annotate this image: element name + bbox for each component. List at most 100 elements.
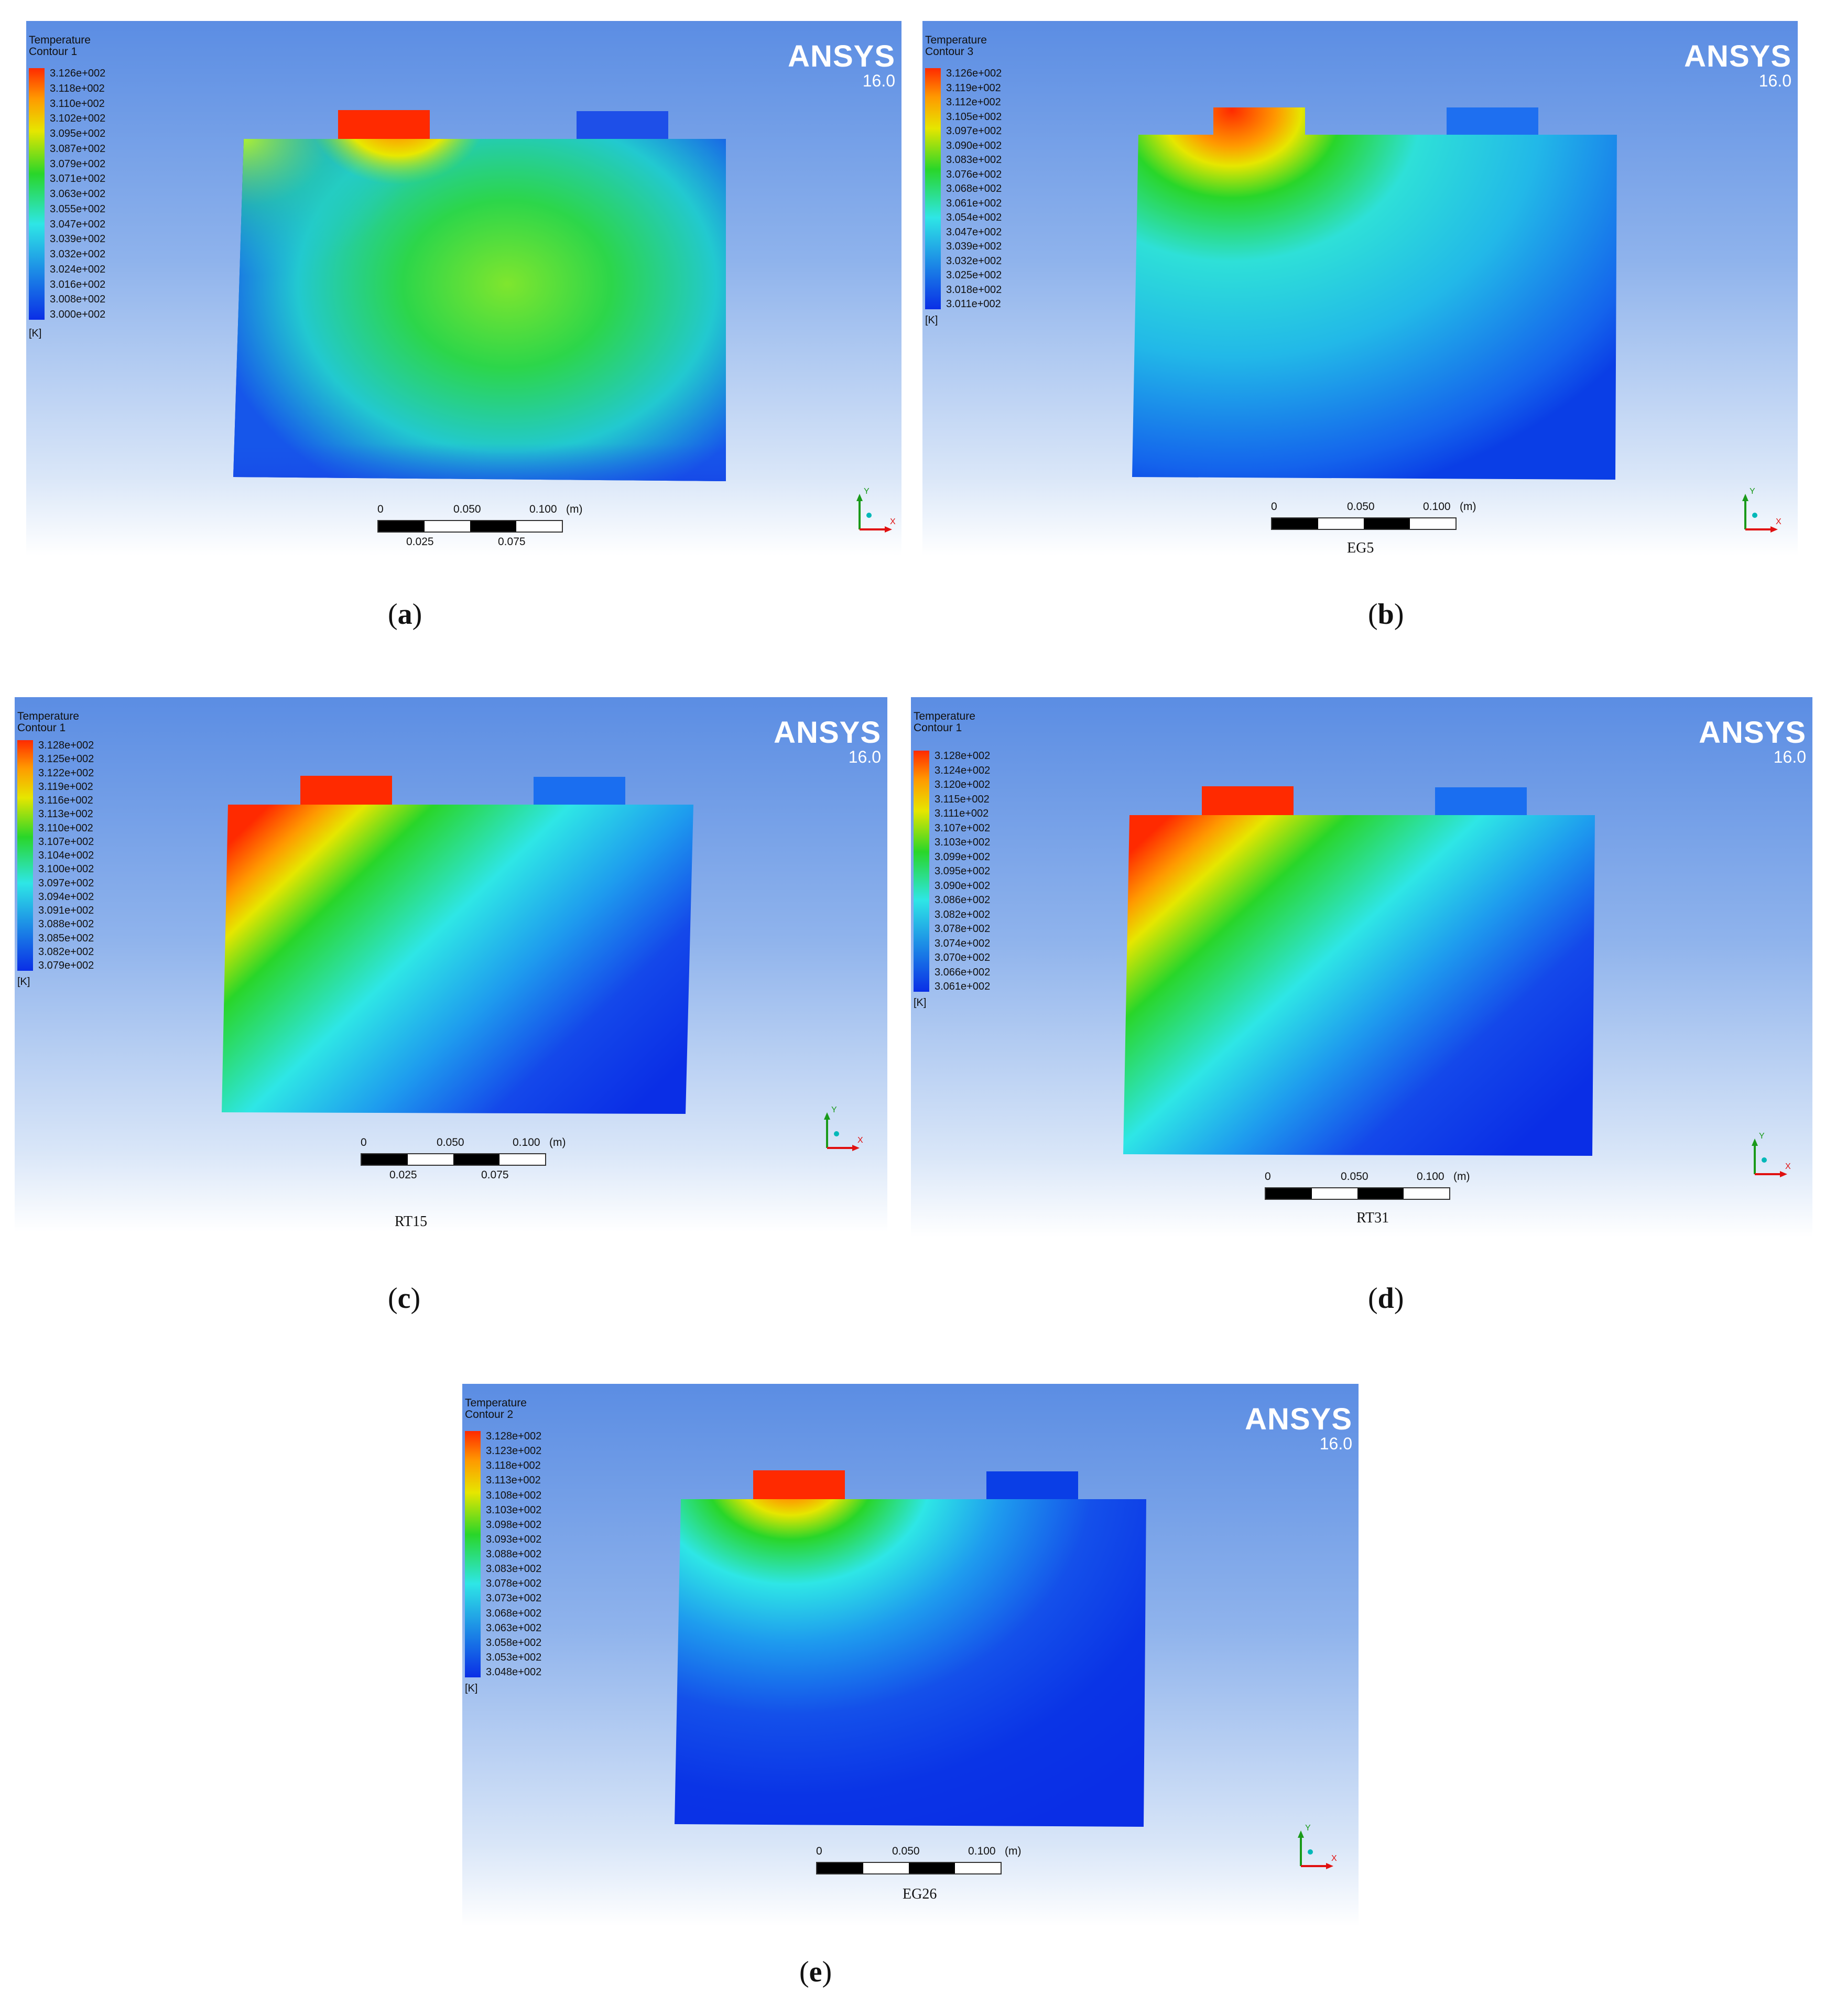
brand-version: 16.0 xyxy=(848,747,881,766)
legend-value: 3.094e+002 xyxy=(38,891,94,903)
legend-value: 3.068e+002 xyxy=(946,183,1002,194)
scale-segment xyxy=(817,1863,863,1873)
legend-value: 3.061e+002 xyxy=(935,981,991,992)
scale-bar: 0 0.050 0.100 (m) 0.025 0.075 xyxy=(377,503,582,556)
scale-bar: 0 0.050 0.100 (m) xyxy=(816,1845,1021,1898)
legend-title: Temperature Contour 1 xyxy=(29,34,91,58)
legend-value: 3.039e+002 xyxy=(946,241,1002,252)
legend-value: 3.053e+002 xyxy=(486,1651,542,1663)
legend-value: 3.126e+002 xyxy=(50,68,106,79)
caption-letter: e xyxy=(809,1956,822,1988)
legend-value: 3.128e+002 xyxy=(486,1430,542,1442)
legend-value: 3.024e+002 xyxy=(50,263,106,275)
material-label: RT15 xyxy=(395,1213,428,1230)
legend-value: 3.111e+002 xyxy=(935,808,989,819)
legend-value: 3.113e+002 xyxy=(38,808,93,820)
temperature-field xyxy=(1123,786,1595,1156)
caption-letter: a xyxy=(397,598,412,631)
legend-value: 3.025e+002 xyxy=(946,269,1002,281)
legend-value: 3.068e+002 xyxy=(486,1607,542,1619)
legend-unit: [K] xyxy=(29,328,42,339)
ansys-logo: ANSYS 16.0 xyxy=(1699,716,1806,766)
axis-x-label: X xyxy=(857,1136,863,1145)
legend-value: 3.055e+002 xyxy=(50,203,106,215)
ansys-logo: ANSYS 16.0 xyxy=(788,39,895,90)
legend-value: 3.095e+002 xyxy=(935,865,991,877)
axis-triad: Y X xyxy=(1742,487,1781,533)
legend-value: 3.098e+002 xyxy=(486,1519,542,1531)
brand-name: ANSYS xyxy=(1245,1402,1352,1436)
axis-x-label: X xyxy=(1776,517,1781,526)
legend-value: 3.097e+002 xyxy=(38,877,94,889)
legend-value: 3.047e+002 xyxy=(946,226,1002,238)
scale-label: 0.100 xyxy=(1423,501,1451,513)
scale-label: 0.025 xyxy=(406,536,434,548)
legend-title: Temperature Contour 3 xyxy=(925,34,987,58)
legend-value: 3.118e+002 xyxy=(50,82,105,94)
legend-title: Temperature Contour 1 xyxy=(914,710,975,734)
color-legend-bar xyxy=(914,751,929,992)
legend-unit: [K] xyxy=(17,976,30,988)
scale-label: 0.050 xyxy=(892,1845,920,1857)
panel-b: Temperature Contour 3 3.126e+002 3.119e+… xyxy=(922,21,1798,556)
scale-bar: 0 0.050 0.100 (m) xyxy=(1271,501,1476,553)
temperature-field xyxy=(675,1470,1146,1827)
legend-unit: [K] xyxy=(914,997,927,1009)
legend-value: 3.097e+002 xyxy=(946,125,1002,137)
legend-value: 3.079e+002 xyxy=(38,960,94,971)
scale-unit: (m) xyxy=(1005,1845,1022,1857)
legend-value: 3.054e+002 xyxy=(946,212,1002,223)
scale-label: 0.050 xyxy=(453,503,481,515)
legend-unit: [K] xyxy=(925,315,938,326)
brand-name: ANSYS xyxy=(788,39,895,73)
legend-value: 3.102e+002 xyxy=(50,113,106,125)
panel-d: Temperature Contour 1 3.128e+002 3.124e+… xyxy=(911,697,1812,1237)
legend-value: 3.107e+002 xyxy=(935,822,991,834)
legend-value: 3.083e+002 xyxy=(486,1563,542,1575)
brand-name: ANSYS xyxy=(1699,716,1806,750)
color-legend-bar xyxy=(465,1431,481,1677)
legend-value: 3.000e+002 xyxy=(50,309,106,320)
legend-value: 3.016e+002 xyxy=(50,278,106,290)
axis-y-label: Y xyxy=(1750,487,1755,496)
temperature-field xyxy=(222,776,693,1114)
scale-segment xyxy=(1364,518,1410,529)
axis-x-label: X xyxy=(1331,1854,1337,1863)
legend-unit: [K] xyxy=(465,1683,478,1694)
axis-triad: Y X xyxy=(1752,1132,1791,1177)
axis-y-label: Y xyxy=(1759,1132,1765,1141)
caption-b: (b) xyxy=(1368,598,1404,631)
material-label: EG5 xyxy=(1347,540,1374,556)
legend-value: 3.100e+002 xyxy=(38,863,94,875)
legend-value: 3.011e+002 xyxy=(946,298,1001,310)
temperature-field xyxy=(1132,107,1617,480)
legend-value: 3.063e+002 xyxy=(486,1622,542,1634)
scale-label: 0.100 xyxy=(513,1136,540,1148)
legend-value: 3.104e+002 xyxy=(38,850,94,861)
scale-bar-graphic xyxy=(1265,1187,1450,1200)
legend-value: 3.119e+002 xyxy=(38,781,93,793)
scale-label: 0.050 xyxy=(437,1136,464,1148)
scale-label: 0 xyxy=(377,503,384,515)
scale-unit: (m) xyxy=(1460,501,1476,513)
legend-value: 3.088e+002 xyxy=(486,1548,542,1560)
scale-bar: 0 0.050 0.100 (m) 0.025 0.075 xyxy=(361,1136,566,1189)
caption-d: (d) xyxy=(1368,1282,1404,1315)
scale-bar-graphic xyxy=(361,1153,546,1166)
legend-value: 3.113e+002 xyxy=(486,1475,541,1487)
legend-value: 3.128e+002 xyxy=(38,740,94,751)
legend-value: 3.073e+002 xyxy=(486,1592,542,1605)
legend-value: 3.112e+002 xyxy=(946,96,1001,108)
axis-y-label: Y xyxy=(1305,1824,1311,1833)
axis-y-label: Y xyxy=(831,1105,837,1114)
legend-value: 3.078e+002 xyxy=(935,923,991,935)
scale-bar: 0 0.050 0.100 (m) xyxy=(1265,1170,1470,1223)
legend-value: 3.070e+002 xyxy=(935,952,991,963)
legend-value: 3.058e+002 xyxy=(486,1636,542,1649)
legend-value: 3.103e+002 xyxy=(935,837,991,848)
legend-value: 3.082e+002 xyxy=(935,908,991,920)
legend-value: 3.115e+002 xyxy=(935,793,990,805)
caption-e: (e) xyxy=(799,1956,832,1988)
legend-value: 3.128e+002 xyxy=(935,750,991,762)
scale-segment xyxy=(362,1154,408,1165)
